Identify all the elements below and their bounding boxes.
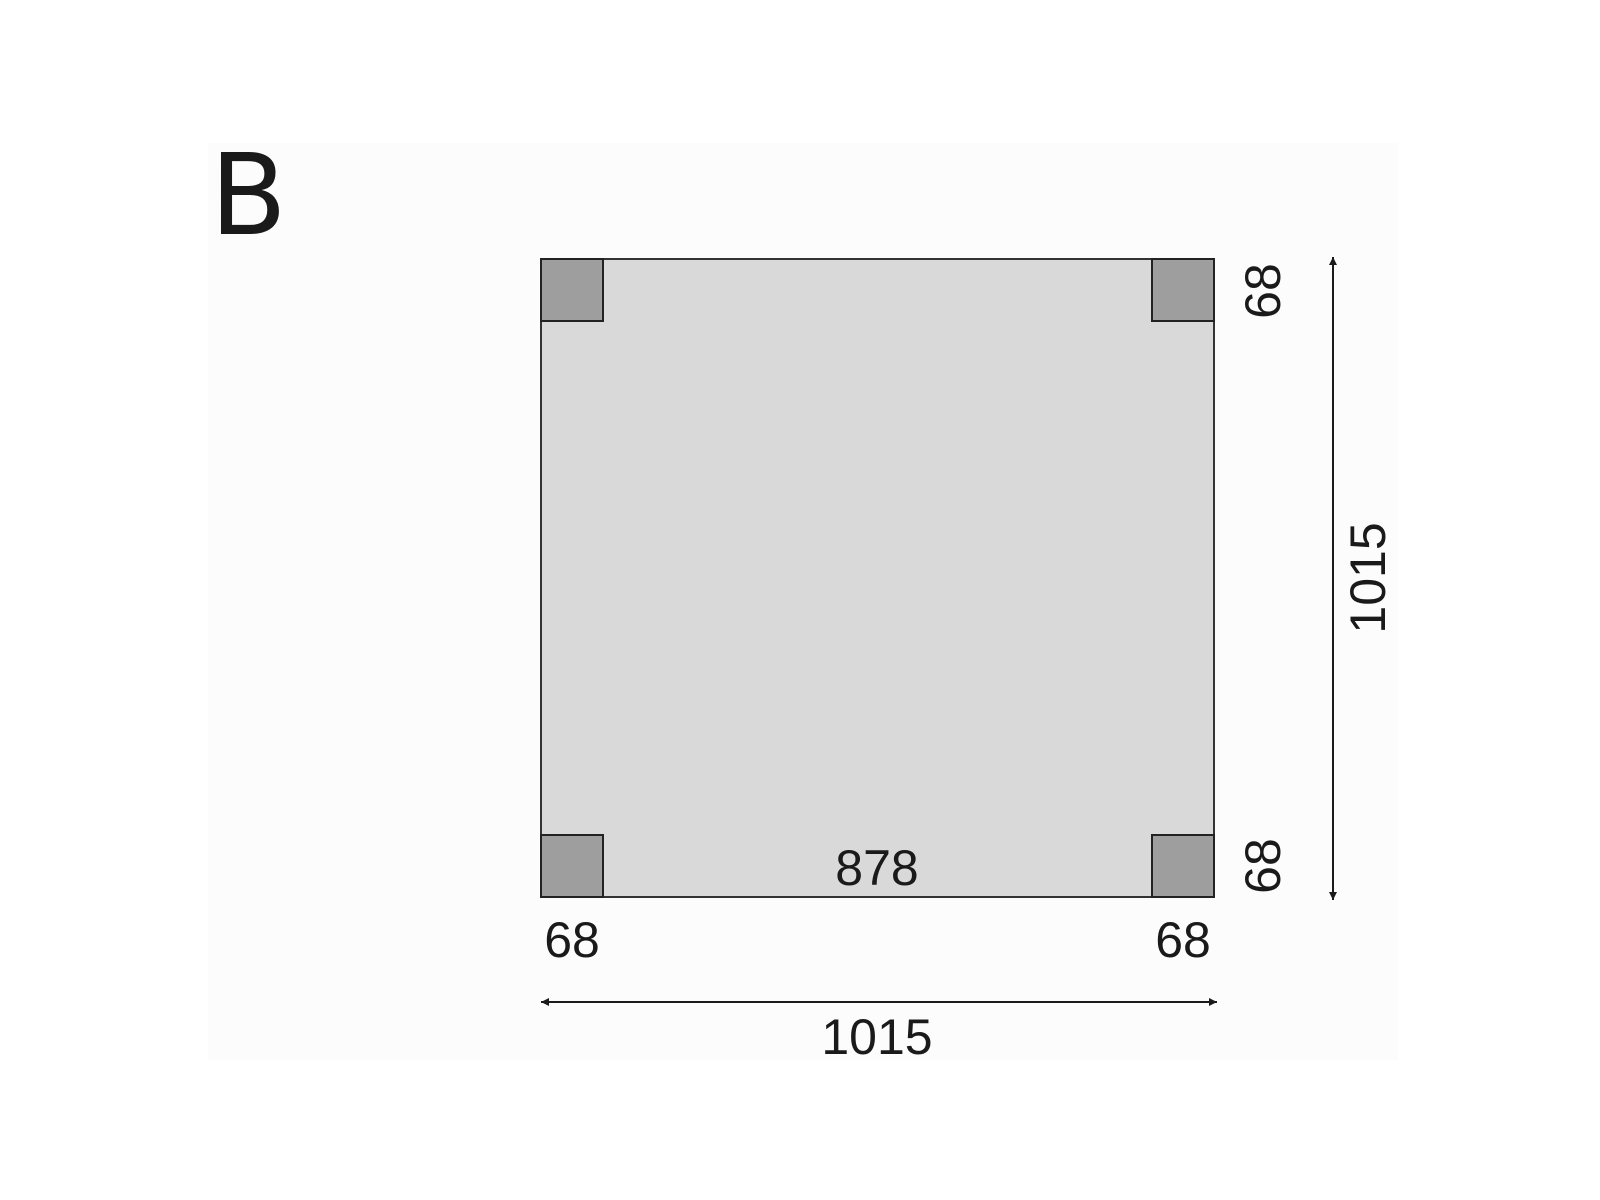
panel-label: B xyxy=(210,131,287,261)
post-top-left xyxy=(540,258,604,322)
post-bottom-left-label: 68 xyxy=(544,912,600,968)
overall-width-label: 1015 xyxy=(821,1009,932,1065)
post-bottom-right xyxy=(1151,834,1215,898)
post-bottom-right-label: 68 xyxy=(1155,912,1211,968)
post-right-bottom-label: 68 xyxy=(1235,838,1291,894)
overall-depth-label: 1015 xyxy=(1340,522,1396,633)
post-top-right xyxy=(1151,258,1215,322)
floor-area xyxy=(540,258,1215,898)
post-right-top-label: 68 xyxy=(1235,263,1291,319)
inner-span-label: 878 xyxy=(835,840,918,896)
post-bottom-left xyxy=(540,834,604,898)
